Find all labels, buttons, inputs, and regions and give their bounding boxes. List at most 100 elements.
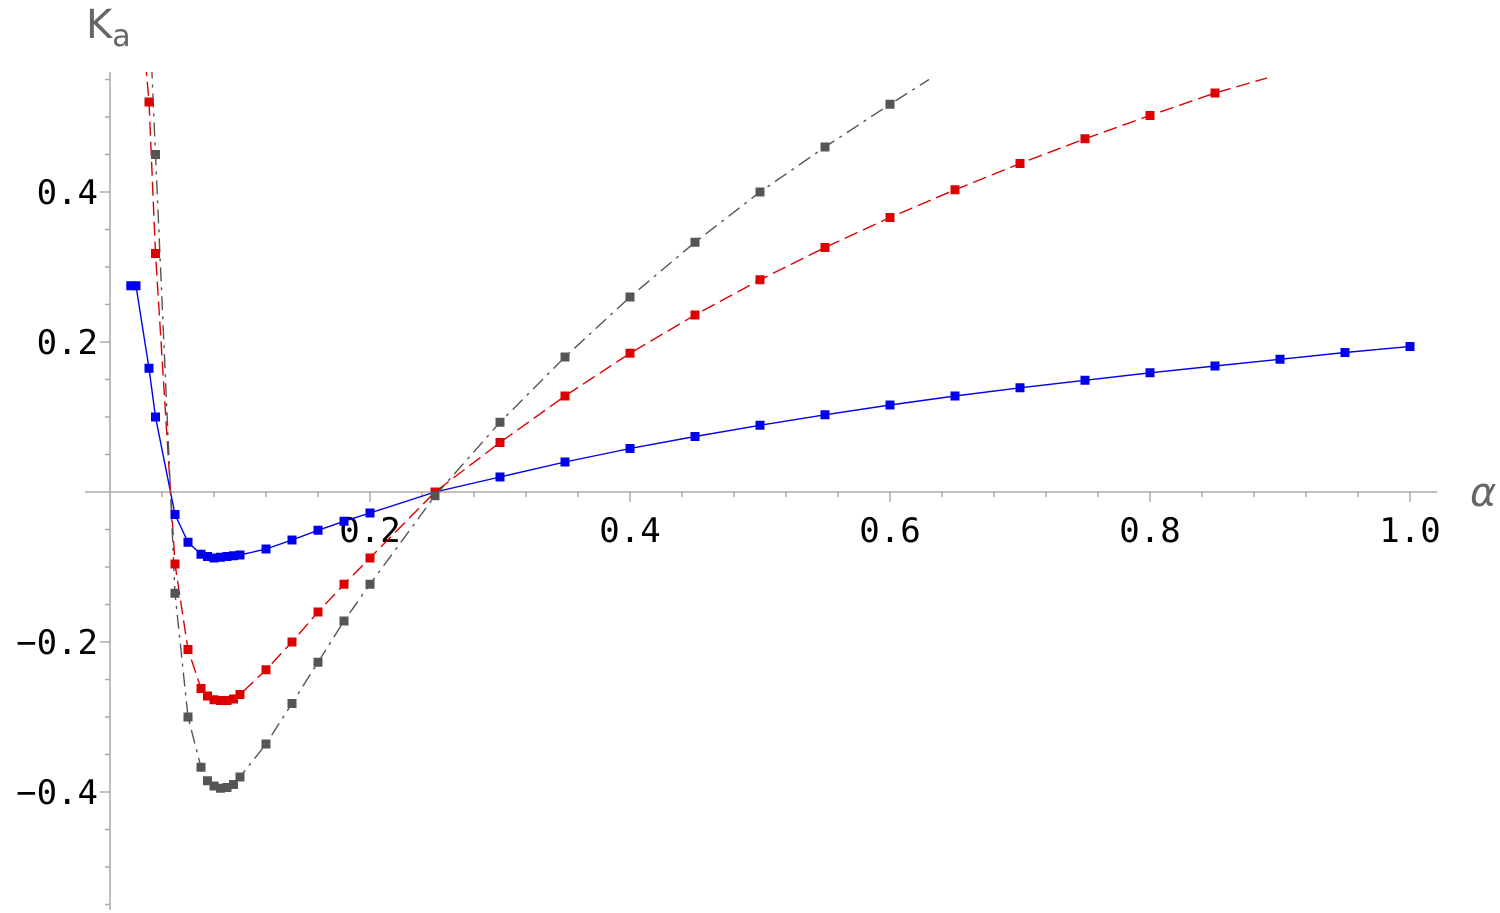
data-point: [365, 508, 375, 518]
data-point: [170, 510, 180, 519]
data-point: [235, 550, 245, 560]
data-point: [950, 185, 960, 195]
data-point: [151, 150, 160, 159]
data-point: [885, 99, 895, 109]
data-point: [144, 97, 154, 107]
data-point: [1080, 134, 1090, 144]
data-point: [183, 712, 193, 722]
x-tick-label: 1.0: [1379, 511, 1440, 551]
data-point: [755, 420, 765, 430]
data-point: [261, 665, 271, 675]
data-point: [209, 781, 219, 791]
axes: 0.2 0.4 0.6 0.8 1.0 −0.4 −0.2 0.2 0.4: [16, 72, 1441, 910]
x-tick-label: 0.4: [599, 511, 660, 551]
y-axis-label: Ka: [86, 2, 131, 54]
data-point: [313, 607, 323, 617]
data-point: [690, 310, 700, 320]
data-point: [755, 187, 765, 197]
data-point: [261, 739, 271, 749]
series-line: [151, 72, 930, 790]
data-point: [495, 438, 505, 447]
data-point: [625, 444, 635, 453]
data-point: [229, 551, 238, 561]
data-point: [1145, 111, 1155, 120]
data-point: [313, 525, 323, 535]
data-point: [229, 694, 238, 704]
data-point: [625, 348, 635, 358]
data-point: [820, 142, 830, 152]
data-point: [126, 281, 136, 291]
data-point: [183, 537, 193, 547]
data-point: [1015, 159, 1025, 168]
data-point: [196, 549, 206, 559]
data-point: [196, 684, 206, 693]
data-point: [203, 691, 212, 701]
data-point: [209, 695, 219, 705]
data-point: [1145, 368, 1155, 378]
data-point: [287, 637, 297, 647]
data-point: [339, 516, 349, 526]
data-point: [820, 243, 830, 252]
data-point: [495, 472, 505, 482]
y-tick-label: 0.2: [37, 323, 98, 363]
data-point: [170, 588, 180, 598]
data-point: [183, 645, 193, 654]
data-point: [885, 400, 895, 410]
data-point: [339, 616, 349, 626]
data-point: [131, 281, 141, 291]
data-point: [950, 391, 960, 401]
data-point: [690, 432, 700, 441]
data-point: [430, 491, 440, 501]
data-point: [203, 552, 212, 561]
data-point: [287, 535, 297, 545]
data-point: [755, 275, 765, 285]
data-point: [235, 690, 245, 699]
data-point: [229, 780, 238, 789]
data-point: [261, 544, 271, 554]
data-point: [365, 579, 375, 589]
data-point: [170, 559, 180, 569]
data-point: [151, 412, 160, 422]
y-tick-label: −0.2: [16, 623, 98, 663]
series-line: [145, 72, 1268, 702]
data-point: [203, 776, 212, 786]
y-tick-label: −0.4: [16, 773, 98, 813]
curves: [130, 72, 1411, 790]
data-point: [216, 552, 225, 562]
data-point: [560, 352, 570, 362]
data-point: [820, 410, 830, 420]
x-tick-label: 0.2: [339, 511, 400, 551]
data-point: [313, 657, 323, 667]
data-point: [222, 696, 232, 705]
series-line: [130, 285, 1411, 559]
x-tick-label: 0.8: [1119, 511, 1180, 551]
data-point: [365, 553, 375, 563]
data-point: [560, 391, 570, 401]
data-point: [216, 696, 225, 705]
y-tick-label: 0.4: [37, 173, 98, 213]
data-point: [1340, 348, 1350, 357]
data-point: [885, 213, 895, 222]
data-point: [209, 553, 219, 563]
data-point: [151, 249, 160, 258]
data-point: [216, 783, 225, 793]
data-point: [339, 579, 349, 589]
data-point: [1275, 354, 1285, 364]
data-point: [1080, 375, 1090, 385]
data-point: [144, 363, 154, 373]
data-point: [1210, 88, 1220, 98]
x-tick-label: 0.6: [859, 511, 920, 551]
data-point: [287, 699, 297, 708]
data-point: [495, 417, 505, 427]
data-point: [560, 457, 570, 467]
data-point: [235, 772, 245, 782]
data-point: [1210, 361, 1220, 371]
x-axis-label: α: [1470, 470, 1496, 516]
axis-labels: Ka α: [86, 2, 1496, 516]
data-point: [196, 762, 206, 772]
data-point: [690, 237, 700, 247]
data-point: [222, 552, 232, 561]
data-point: [1405, 342, 1415, 351]
